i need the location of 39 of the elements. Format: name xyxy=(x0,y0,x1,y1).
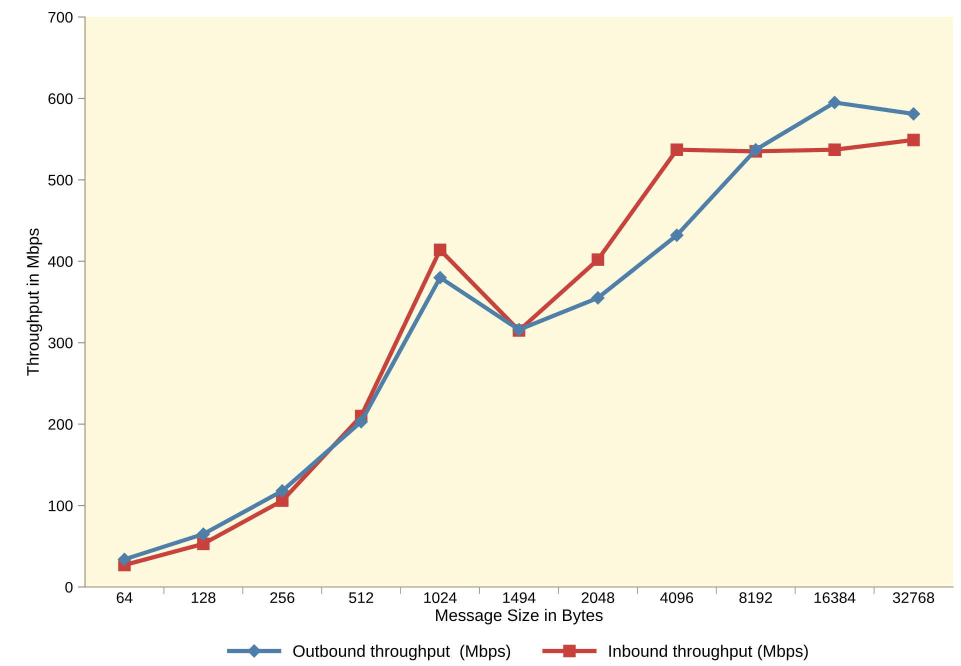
x-tick-label: 512 xyxy=(349,592,374,604)
point xyxy=(196,527,210,541)
point xyxy=(670,143,684,156)
point xyxy=(906,107,920,120)
point xyxy=(118,552,132,566)
x-tick-label: 64 xyxy=(116,592,133,604)
x-tick-label: 8192 xyxy=(739,592,772,604)
x-tick-label: 128 xyxy=(192,592,216,604)
y-tick-label: 700 xyxy=(48,12,73,23)
point xyxy=(197,538,210,550)
point xyxy=(907,134,920,146)
point xyxy=(828,143,841,156)
y-tick-label: 0 xyxy=(65,582,73,593)
point xyxy=(434,270,447,284)
x-tick-label: 2048 xyxy=(582,592,614,604)
point xyxy=(828,96,842,110)
y-axis-title: Throughput in Mbps xyxy=(26,228,42,376)
y-tick-label: 500 xyxy=(48,174,73,186)
y-tick-label: 600 xyxy=(48,93,73,104)
y-tick-label: 200 xyxy=(48,419,73,430)
y-tick-label: 400 xyxy=(48,256,73,267)
point xyxy=(276,494,289,507)
x-tick-label: 1024 xyxy=(424,592,457,604)
x-tick-label: 32768 xyxy=(892,592,934,604)
legend-label: Inbound throughput (Mbps) xyxy=(609,644,808,660)
x-tick-label: 4096 xyxy=(660,592,694,604)
point xyxy=(354,415,368,428)
point xyxy=(592,253,604,266)
y-tick-label: 100 xyxy=(48,500,73,512)
point xyxy=(276,484,289,498)
x-tick-label: 16384 xyxy=(814,592,856,604)
y-tick-label: 300 xyxy=(48,338,73,348)
legend-label: Outbound throughput (Mbps) xyxy=(293,644,510,660)
point xyxy=(670,228,684,242)
x-axis-title: Message Size in Bytes xyxy=(436,608,603,624)
x-tick-label: 256 xyxy=(270,592,294,604)
point xyxy=(591,291,604,305)
x-tick-label: 1494 xyxy=(503,592,536,604)
point xyxy=(434,244,446,256)
